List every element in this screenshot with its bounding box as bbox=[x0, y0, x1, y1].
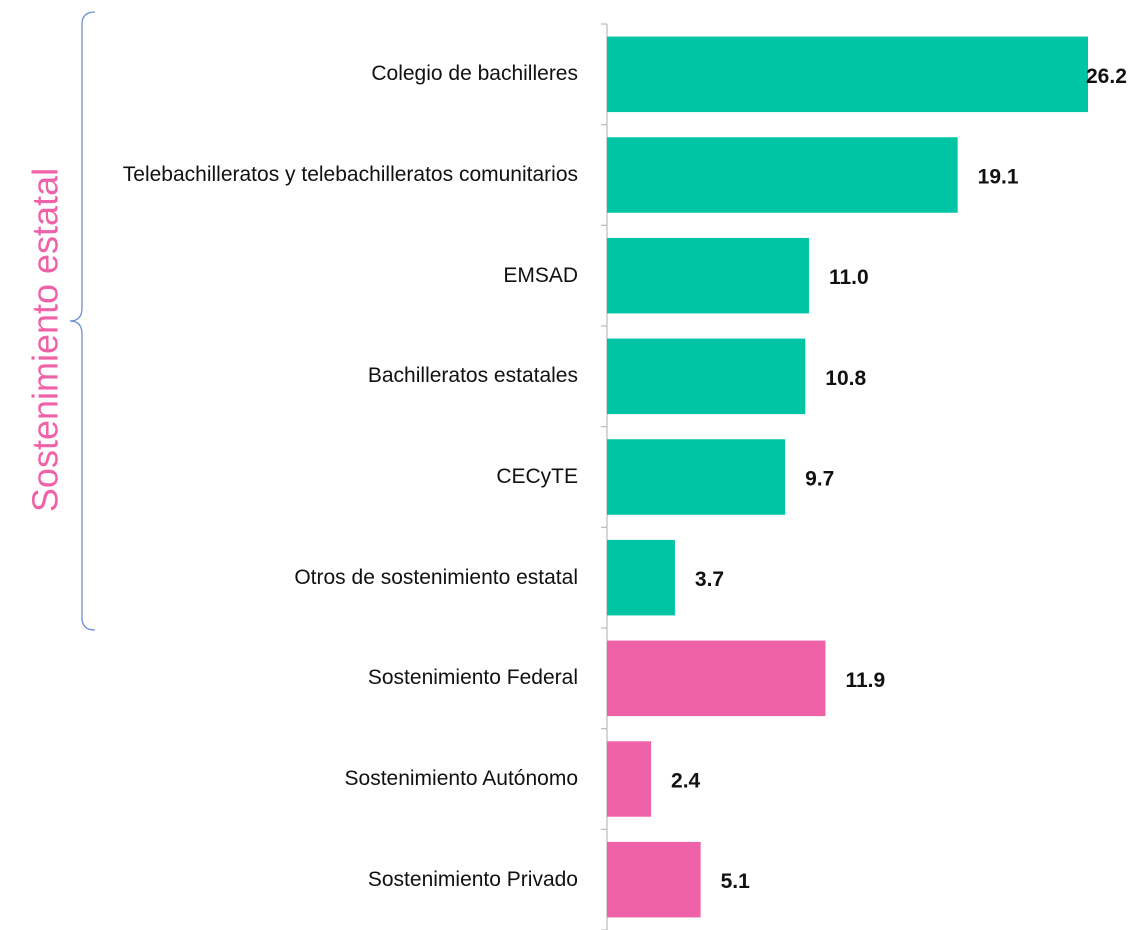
y-tick-label-box: Otros de sostenimiento estatal bbox=[294, 564, 578, 592]
value-label: 11.0 bbox=[829, 266, 869, 289]
y-tick-label-box: EMSAD bbox=[503, 262, 578, 290]
y-tick-label-box: Sostenimiento Privado bbox=[368, 866, 578, 894]
y-tick-label: Telebachilleratos y telebachilleratos co… bbox=[122, 163, 578, 186]
value-label: 26.2 bbox=[1086, 65, 1127, 88]
value-label: 9.7 bbox=[805, 468, 834, 491]
bar bbox=[607, 539, 675, 616]
y-tick-label: EMSAD bbox=[503, 263, 578, 287]
y-tick-label: Bachilleratos estatales bbox=[367, 364, 578, 388]
value-label: 19.1 bbox=[978, 166, 1019, 189]
bar bbox=[607, 841, 701, 918]
y-tick-label-box: Telebachilleratos y telebachilleratos co… bbox=[123, 161, 578, 189]
value-label: 11.9 bbox=[845, 669, 885, 692]
y-tick-label-box: Colegio de bachilleres bbox=[371, 60, 578, 88]
bar bbox=[607, 741, 652, 817]
value-label: 2.4 bbox=[671, 770, 701, 793]
bar bbox=[607, 137, 958, 213]
y-tick-label-box: Sostenimiento Autónomo bbox=[345, 765, 578, 793]
bar bbox=[607, 237, 809, 314]
bracket bbox=[69, 11, 96, 631]
value-label: 10.8 bbox=[825, 367, 866, 390]
value-label: 3.7 bbox=[695, 568, 724, 591]
y-tick-label-box: Bachilleratos estatales bbox=[368, 362, 578, 390]
y-tick-label-box: CECyTE bbox=[496, 463, 578, 491]
bar bbox=[607, 36, 1088, 113]
bar bbox=[607, 439, 786, 515]
y-tick-label: CECyTE bbox=[496, 465, 578, 488]
y-tick-label: Sostenimiento Privado bbox=[367, 867, 578, 891]
y-tick-label: Sostenimiento Federal bbox=[367, 666, 578, 690]
bar bbox=[607, 338, 806, 415]
y-tick-label-box: Sostenimiento Federal bbox=[368, 664, 578, 692]
y-tick-label: Sostenimiento Autónomo bbox=[344, 767, 578, 790]
y-tick-label: Colegio de bachilleres bbox=[371, 62, 578, 86]
group-label: Sostenimiento estatal bbox=[25, 168, 66, 512]
bar bbox=[607, 640, 826, 717]
value-label: 5.1 bbox=[721, 870, 751, 893]
y-tick-label: Otros de sostenimiento estatal bbox=[294, 565, 578, 589]
